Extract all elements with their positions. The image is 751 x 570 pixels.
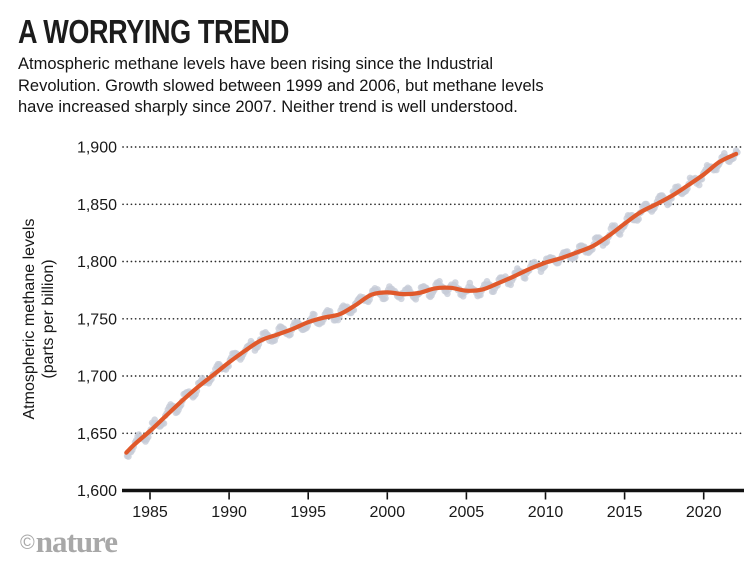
page-subtitle: Atmospheric methane levels have been ris… [18, 54, 544, 119]
svg-text:1985: 1985 [132, 504, 168, 521]
nature-wordmark: nature [35, 524, 118, 559]
y-axis-title-line-1: Atmospheric methane levels [21, 218, 38, 420]
svg-text:1,850: 1,850 [77, 197, 117, 214]
svg-text:2020: 2020 [686, 504, 722, 521]
svg-text:1,900: 1,900 [77, 140, 117, 157]
svg-text:1995: 1995 [290, 504, 326, 521]
svg-text:2010: 2010 [528, 504, 564, 521]
y-axis-title: Atmospheric methane levels (parts per bi… [20, 147, 60, 491]
svg-text:1,800: 1,800 [77, 254, 117, 271]
gridlines [122, 146, 745, 435]
svg-text:2000: 2000 [370, 504, 406, 521]
y-tick-labels: 1,900 1,850 1,800 1,750 1,700 1,650 1,600 [77, 140, 117, 501]
svg-text:1990: 1990 [211, 504, 247, 521]
trend-line [124, 151, 739, 455]
x-axis-ticks [149, 492, 705, 500]
x-tick-labels: 1985 1990 1995 2000 2005 2010 2015 2020 [132, 504, 721, 521]
y-axis-title-line-2: (parts per billion) [40, 259, 57, 379]
subtitle-line-3: have increased sharply since 2007. Neith… [18, 98, 518, 116]
svg-text:2015: 2015 [607, 504, 643, 521]
subtitle-line-1: Atmospheric methane levels have been ris… [18, 55, 494, 73]
nature-logo: ©nature [20, 524, 118, 560]
monthly-scatter-points [123, 147, 741, 460]
copyright-icon: © [20, 532, 35, 554]
subtitle-line-2: Revolution. Growth slowed between 1999 a… [18, 76, 544, 95]
svg-text:1,600: 1,600 [77, 483, 117, 500]
svg-text:1,750: 1,750 [77, 311, 117, 328]
page-title: A WORRYING TREND [18, 13, 290, 50]
svg-text:2005: 2005 [449, 504, 485, 521]
svg-text:1,650: 1,650 [77, 426, 117, 443]
svg-text:1,700: 1,700 [77, 369, 117, 386]
